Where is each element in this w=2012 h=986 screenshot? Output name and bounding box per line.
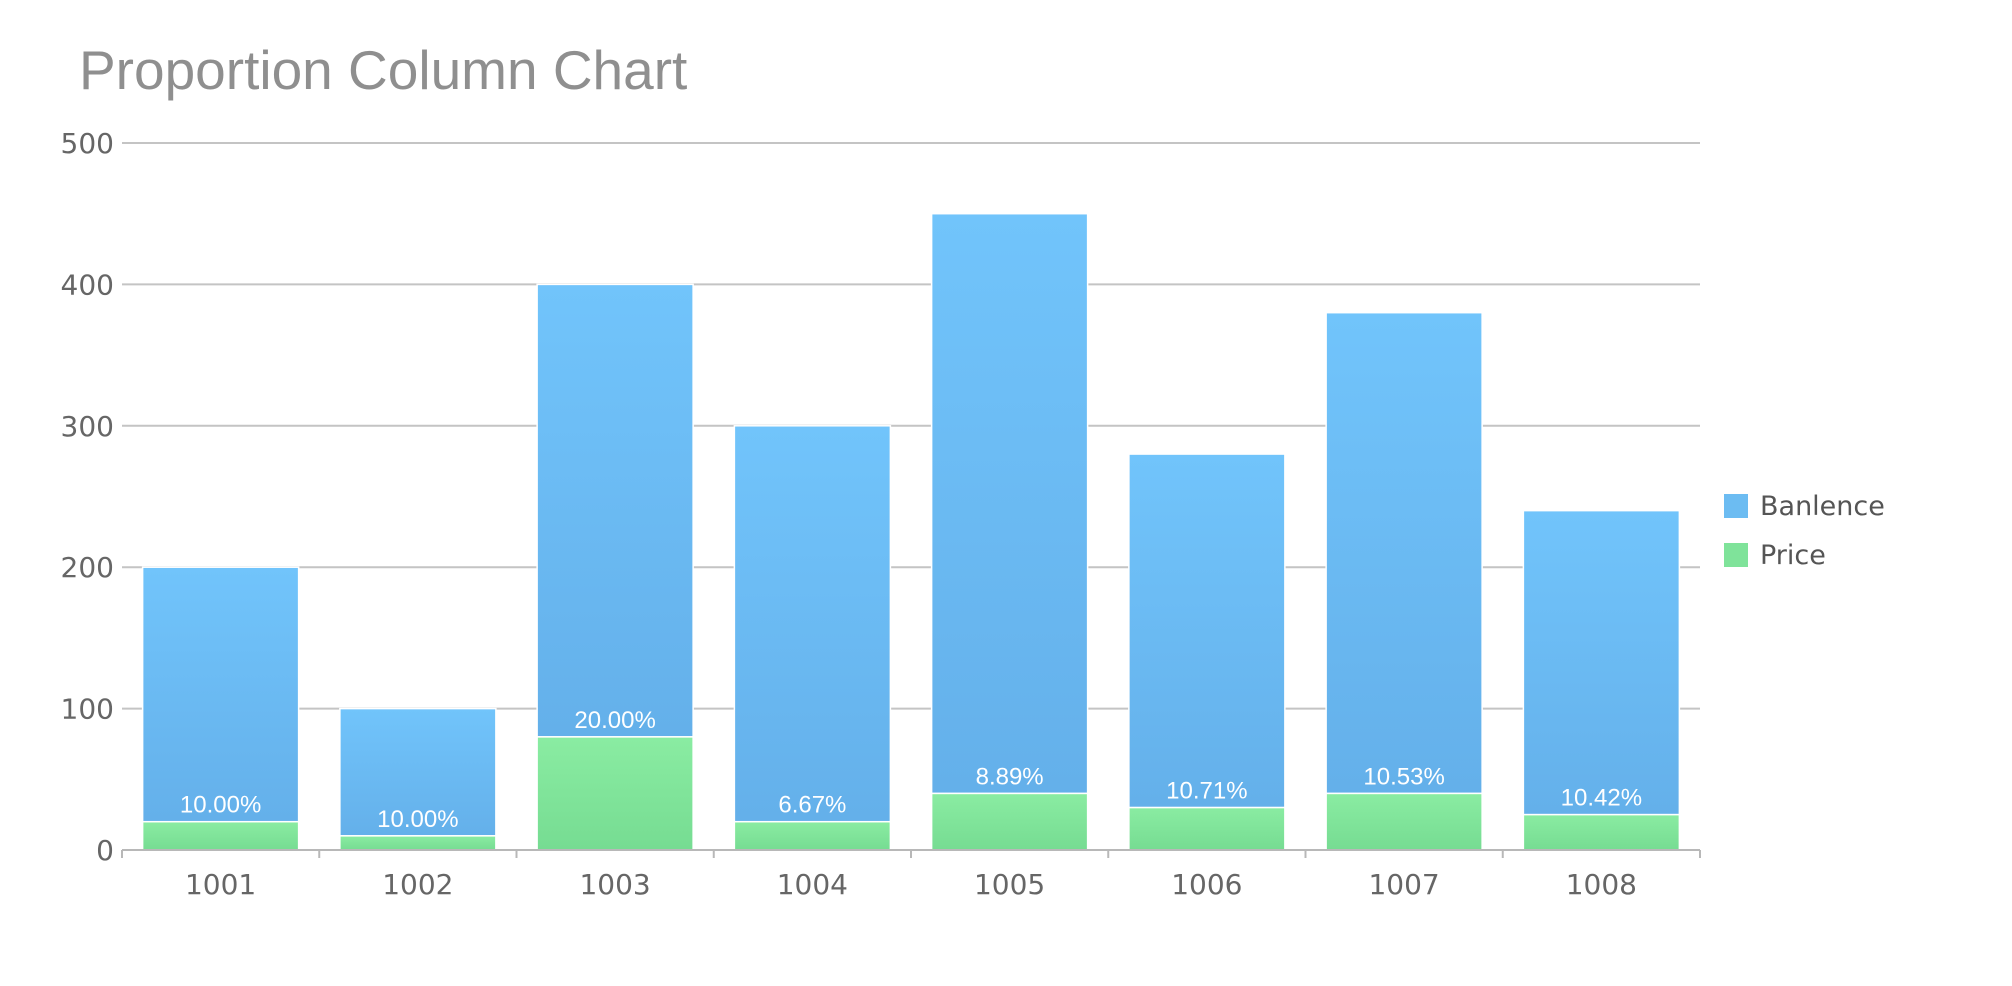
bar-banlence-1007[interactable] xyxy=(1325,311,1483,795)
x-tick-label: 1004 xyxy=(777,868,848,901)
bar-price-1003[interactable] xyxy=(536,736,694,851)
x-tick-label: 1002 xyxy=(382,868,453,901)
y-tick-label: 400 xyxy=(61,268,114,301)
bar-banlence-1004[interactable] xyxy=(733,425,892,823)
x-axis: 1001 1002 1003 1004 1005 1006 1007 1008 xyxy=(121,849,1701,901)
bar-price-1005[interactable] xyxy=(930,792,1089,851)
y-tick-label: 200 xyxy=(61,551,114,584)
data-label-1001: 10.00% xyxy=(180,792,261,819)
x-tick-label: 1005 xyxy=(974,868,1045,901)
data-label-1008: 10.42% xyxy=(1561,785,1642,812)
y-tick-label: 500 xyxy=(61,127,114,160)
bar-price-1008[interactable] xyxy=(1522,813,1681,851)
bar-banlence-1005[interactable] xyxy=(930,212,1089,795)
bar-banlence-1006[interactable] xyxy=(1128,453,1286,809)
legend-item-price[interactable]: Price xyxy=(1724,539,1885,571)
y-tick-label: 100 xyxy=(61,693,114,726)
bar-banlence-1008[interactable] xyxy=(1522,509,1681,816)
data-labels: 10.00% 10.00% 20.00% 6.67% 8.89% 10.71% 10.53%… xyxy=(180,707,1642,833)
data-label-1007: 10.53% xyxy=(1363,763,1444,790)
bar-price-1002[interactable] xyxy=(339,835,497,851)
x-tick-label: 1003 xyxy=(579,868,650,901)
bar-price-1001[interactable] xyxy=(141,820,300,851)
legend-label-banlence: Banlence xyxy=(1760,490,1885,522)
legend-item-banlence[interactable]: Banlence xyxy=(1724,490,1885,522)
bar-price-1006[interactable] xyxy=(1128,806,1286,851)
data-label-1004: 6.67% xyxy=(778,792,846,819)
y-tick-label: 300 xyxy=(61,410,114,443)
data-label-1005: 8.89% xyxy=(976,763,1044,790)
bar-banlence-1003[interactable] xyxy=(536,283,694,738)
bar-banlence-1001[interactable] xyxy=(141,566,300,823)
bar-price-1004[interactable] xyxy=(733,820,892,851)
x-tick-label: 1008 xyxy=(1566,868,1637,901)
legend-label-price: Price xyxy=(1760,539,1826,571)
x-tick-label: 1007 xyxy=(1368,868,1439,901)
legend-swatch-price xyxy=(1724,543,1748,567)
x-tick-label: 1006 xyxy=(1171,868,1242,901)
legend-swatch-banlence xyxy=(1724,494,1748,518)
bar-price-1007[interactable] xyxy=(1325,792,1483,851)
data-label-1006: 10.71% xyxy=(1166,778,1247,805)
data-label-1002: 10.00% xyxy=(377,806,458,833)
x-tick-label: 1001 xyxy=(185,868,256,901)
legend: Banlence Price xyxy=(1724,490,1885,590)
bars xyxy=(141,212,1681,851)
data-label-1003: 20.00% xyxy=(574,707,655,734)
y-tick-label: 0 xyxy=(96,834,114,867)
chart-title: Proportion Column Chart xyxy=(79,39,688,101)
